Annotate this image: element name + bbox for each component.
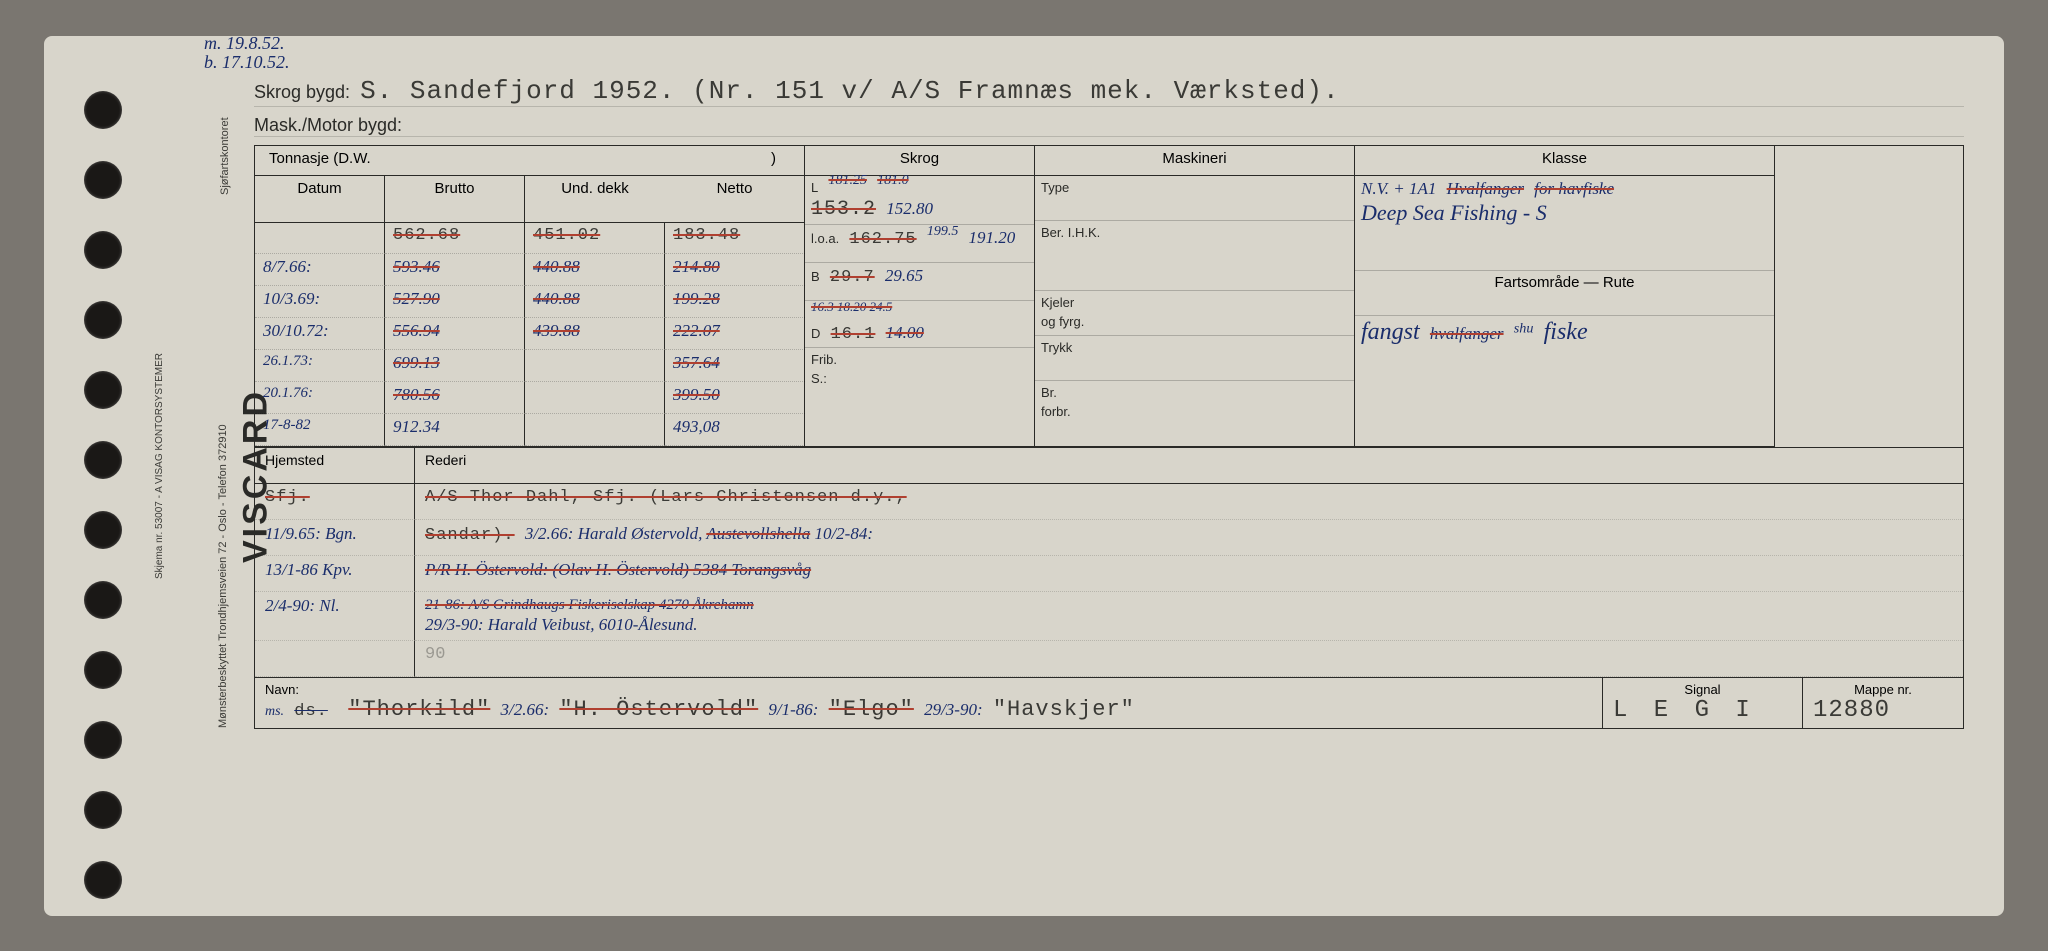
punch-holes xyxy=(44,36,164,916)
t-und-1: 440.88 xyxy=(525,254,665,286)
t-date-4: 26.1.73: xyxy=(255,350,385,382)
hdr-und: Und. dekk xyxy=(525,176,665,223)
hdr-skrog: Skrog xyxy=(805,146,1035,176)
t-brutto-3: 556.94 xyxy=(385,318,525,350)
hjemsted-label: Hjemsted xyxy=(255,448,415,484)
t-und-0: 451.02 xyxy=(525,223,665,254)
t-brutto-4: 699.13 xyxy=(385,350,525,382)
main-grid: Tonnasje (D.W. ) Skrog Maskineri Klasse … xyxy=(254,145,1964,448)
hdr-maskineri: Maskineri xyxy=(1035,146,1355,176)
hj-2: 13/1-86 Kpv. xyxy=(255,556,415,592)
maskineri-column: Type Ber. I.H.K. Kjeler og fyrg. Trykk B… xyxy=(1035,176,1355,447)
farts-label: Fartsområde — Rute xyxy=(1355,271,1774,316)
t-brutto-5: 780.56 xyxy=(385,382,525,414)
name-4: "Elgo" xyxy=(829,697,914,722)
hj-0: Sfj. xyxy=(265,488,310,507)
navn-cell: Navn: ms. ds. "Thorkild" 3/2.66: "H. Öst… xyxy=(255,678,1603,728)
t-und-2: 440.88 xyxy=(525,286,665,318)
hj-3: 2/4-90: Nl. xyxy=(255,592,415,641)
mappe-cell: Mappe nr. 12880 xyxy=(1803,678,1963,728)
t-date-1: 8/7.66: xyxy=(255,254,385,286)
signal-cell: Signal L E G I xyxy=(1603,678,1803,728)
name-5: 29/3-90: xyxy=(924,700,983,719)
rd-3-pre: 21-86: A/S Grindhaugs Fiskeriselskap 427… xyxy=(425,597,754,613)
index-card: VISCARD Sjøfartskontoret Skjema nr. 5300… xyxy=(44,36,2004,916)
t-und-3: 439.88 xyxy=(525,318,665,350)
skrog-column: L 181.25 181.0 153.2 152.80 l.o.a. 162.7… xyxy=(805,176,1035,447)
klasse-column: N.V. + 1A1 Hvalfanger for havfiske Deep … xyxy=(1355,176,1775,447)
hdr-klasse: Klasse xyxy=(1355,146,1775,176)
t-netto-0: 183.48 xyxy=(665,223,805,254)
t-netto-1: 214.80 xyxy=(665,254,805,286)
rd-4: 90 xyxy=(415,641,1963,677)
rd-1: 3/2.66: Harald Østervold, Austevollshell… xyxy=(525,524,873,543)
rederi-label: Rederi xyxy=(415,448,1963,484)
t-date-5: 20.1.76: xyxy=(255,382,385,414)
mappe-value: 12880 xyxy=(1813,697,1890,724)
rd-3: 29/3-90: Harald Veibust, 6010-Ålesund. xyxy=(425,615,697,634)
t-brutto-0: 562.68 xyxy=(385,223,525,254)
signal-value: L E G I xyxy=(1613,697,1756,724)
hdr-netto: Netto xyxy=(665,176,805,223)
name-2: "H. Östervold" xyxy=(559,697,758,722)
t-date-3: 30/10.72: xyxy=(255,318,385,350)
t-date-6: 17-8-82 xyxy=(255,414,385,446)
rd-2: P/R H. Östervold: (Olav H. Östervold) 53… xyxy=(415,556,1963,592)
name-0: "Thorkild" xyxy=(348,697,490,722)
hdr-datum: Datum xyxy=(255,176,385,223)
hj-1: 11/9.65: Bgn. xyxy=(255,520,415,556)
mask-bygd-label: Mask./Motor bygd: xyxy=(254,115,402,136)
owner-grid: Hjemsted Rederi Sfj. A/S Thor Dahl, Sfj.… xyxy=(254,448,1964,678)
t-brutto-6: 912.34 xyxy=(385,414,525,446)
hdr-brutto: Brutto xyxy=(385,176,525,223)
t-date-0 xyxy=(255,223,385,254)
t-netto-6: 493,08 xyxy=(665,414,805,446)
skrog-bygd-label: Skrog bygd: xyxy=(254,82,350,103)
bottom-row: Navn: ms. ds. "Thorkild" 3/2.66: "H. Öst… xyxy=(254,678,1964,729)
t-brutto-1: 593.46 xyxy=(385,254,525,286)
t-netto-5: 399.50 xyxy=(665,382,805,414)
hdr-tonnasje: Tonnasje (D.W. ) xyxy=(255,146,805,176)
hj-4 xyxy=(255,641,415,677)
top-note: m. 19.8.52. b. 17.10.52. xyxy=(204,34,290,74)
t-date-2: 10/3.69: xyxy=(255,286,385,318)
note-line1: m. 19.8.52. xyxy=(204,33,285,53)
card-content: m. 19.8.52. b. 17.10.52. Skrog bygd: S. … xyxy=(164,36,2004,916)
t-netto-2: 199.28 xyxy=(665,286,805,318)
name-1: 3/2.66: xyxy=(501,700,550,719)
tonnage-rows: 562.68 451.02 183.48 8/7.66: 593.46 440.… xyxy=(255,223,805,447)
t-netto-4: 357.64 xyxy=(665,350,805,382)
name-3: 9/1-86: xyxy=(768,700,818,719)
rd-0: A/S Thor Dahl, Sfj. (Lars Christensen d.… xyxy=(425,488,907,507)
note-line2: b. 17.10.52. xyxy=(204,52,290,72)
t-netto-3: 222.07 xyxy=(665,318,805,350)
t-brutto-2: 527.90 xyxy=(385,286,525,318)
name-6: "Havskjer" xyxy=(993,697,1135,722)
skrog-bygd-value: S. Sandefjord 1952. (Nr. 151 v/ A/S Fram… xyxy=(360,76,1340,106)
